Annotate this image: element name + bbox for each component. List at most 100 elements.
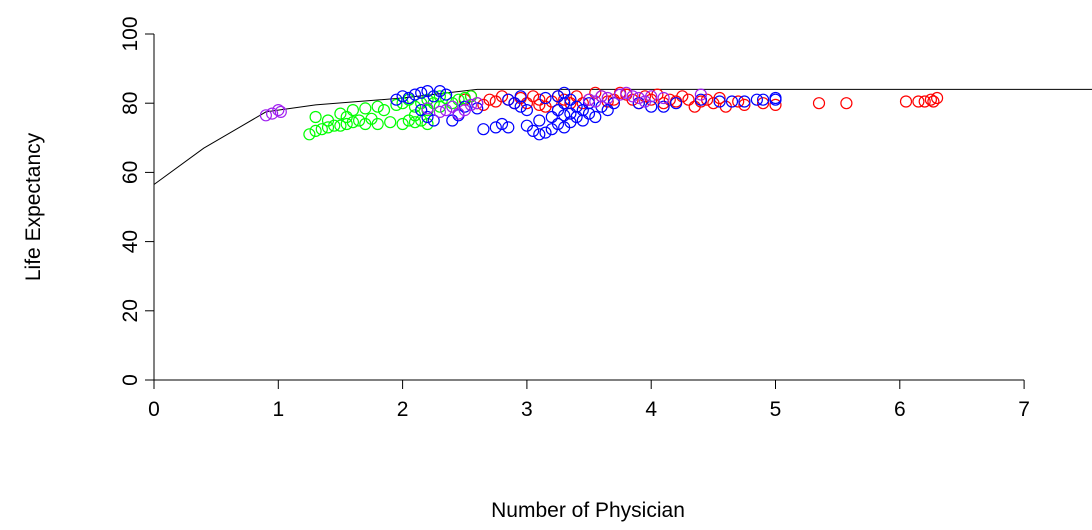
data-point <box>651 88 664 101</box>
data-point <box>390 98 403 112</box>
series-1 <box>303 90 478 141</box>
data-point <box>582 107 596 120</box>
x-tick-label: 1 <box>272 398 284 421</box>
x-tick-label: 6 <box>894 398 906 421</box>
data-point <box>396 117 409 131</box>
data-point <box>377 103 391 117</box>
data-point <box>340 110 353 124</box>
data-point <box>489 121 502 134</box>
data-point <box>840 97 853 110</box>
data-point <box>514 90 527 103</box>
data-point <box>446 97 459 110</box>
data-point <box>495 117 509 131</box>
data-point <box>620 86 633 99</box>
data-point <box>408 100 422 113</box>
data-point <box>657 91 670 105</box>
data-point <box>415 86 428 99</box>
data-point <box>502 93 515 106</box>
data-point <box>471 102 484 115</box>
x-tick-label: 0 <box>148 398 160 421</box>
data-point <box>570 110 583 124</box>
data-point <box>408 88 422 101</box>
data-point <box>632 91 645 105</box>
data-point <box>321 114 335 127</box>
data-point <box>421 102 434 115</box>
x-tick-label: 3 <box>521 398 533 421</box>
data-point <box>359 102 372 115</box>
trend-line-layer <box>153 88 1092 185</box>
data-point <box>477 98 490 112</box>
y-tick-label: 40 <box>119 230 142 253</box>
data-point <box>595 90 608 103</box>
data-point <box>402 91 415 105</box>
data-point <box>452 93 465 106</box>
data-point <box>558 93 571 106</box>
data-point <box>601 91 614 105</box>
data-point <box>309 110 322 124</box>
data-point <box>558 109 571 122</box>
data-point <box>589 86 602 99</box>
x-tick-label: 5 <box>770 398 782 421</box>
data-point <box>613 88 627 101</box>
data-point <box>421 93 434 106</box>
data-point <box>732 95 745 108</box>
data-point <box>433 105 446 119</box>
data-point <box>477 123 490 136</box>
data-point <box>384 116 397 129</box>
data-point <box>713 95 726 108</box>
data-point <box>558 86 571 99</box>
data-point <box>924 93 938 106</box>
data-point <box>694 93 708 106</box>
data-point <box>266 107 279 120</box>
data-point <box>582 93 596 106</box>
data-point <box>663 93 676 106</box>
data-point <box>440 103 453 117</box>
data-point <box>396 90 409 103</box>
data-point <box>433 90 446 103</box>
data-point <box>526 124 540 137</box>
data-point <box>259 109 272 122</box>
data-point <box>353 114 366 127</box>
data-point <box>514 100 527 113</box>
data-point <box>626 90 639 103</box>
data-point <box>912 95 925 108</box>
data-point <box>452 107 465 120</box>
data-point <box>464 90 478 103</box>
data-point <box>502 121 515 134</box>
data-point <box>564 107 577 120</box>
data-point <box>471 97 484 110</box>
data-point <box>713 91 726 105</box>
data-point <box>750 93 764 106</box>
data-point <box>927 95 940 108</box>
y-tick-label: 60 <box>119 161 142 184</box>
data-point <box>440 88 453 101</box>
data-point <box>657 97 670 110</box>
data-point <box>533 128 546 141</box>
data-point <box>558 97 571 110</box>
data-point <box>464 98 478 112</box>
data-point <box>309 124 322 137</box>
data-point <box>446 100 459 113</box>
data-point <box>408 116 422 129</box>
data-point <box>632 97 645 110</box>
data-point <box>274 105 287 119</box>
data-point <box>589 110 602 124</box>
data-point <box>626 93 639 106</box>
data-point <box>645 90 658 103</box>
data-point <box>576 103 589 117</box>
data-point <box>421 110 434 124</box>
data-point <box>520 103 534 117</box>
data-point <box>676 90 689 103</box>
y-axis-title: Life Expectancy <box>22 132 45 281</box>
data-point <box>334 107 347 120</box>
data-point <box>390 93 403 106</box>
data-point <box>340 117 353 131</box>
y-tick-label: 0 <box>119 374 142 386</box>
data-point <box>551 117 565 131</box>
data-point <box>421 117 434 131</box>
data-point <box>433 100 446 113</box>
data-point <box>657 100 670 113</box>
data-point <box>508 97 521 110</box>
data-point <box>371 117 384 131</box>
data-point <box>458 91 471 105</box>
